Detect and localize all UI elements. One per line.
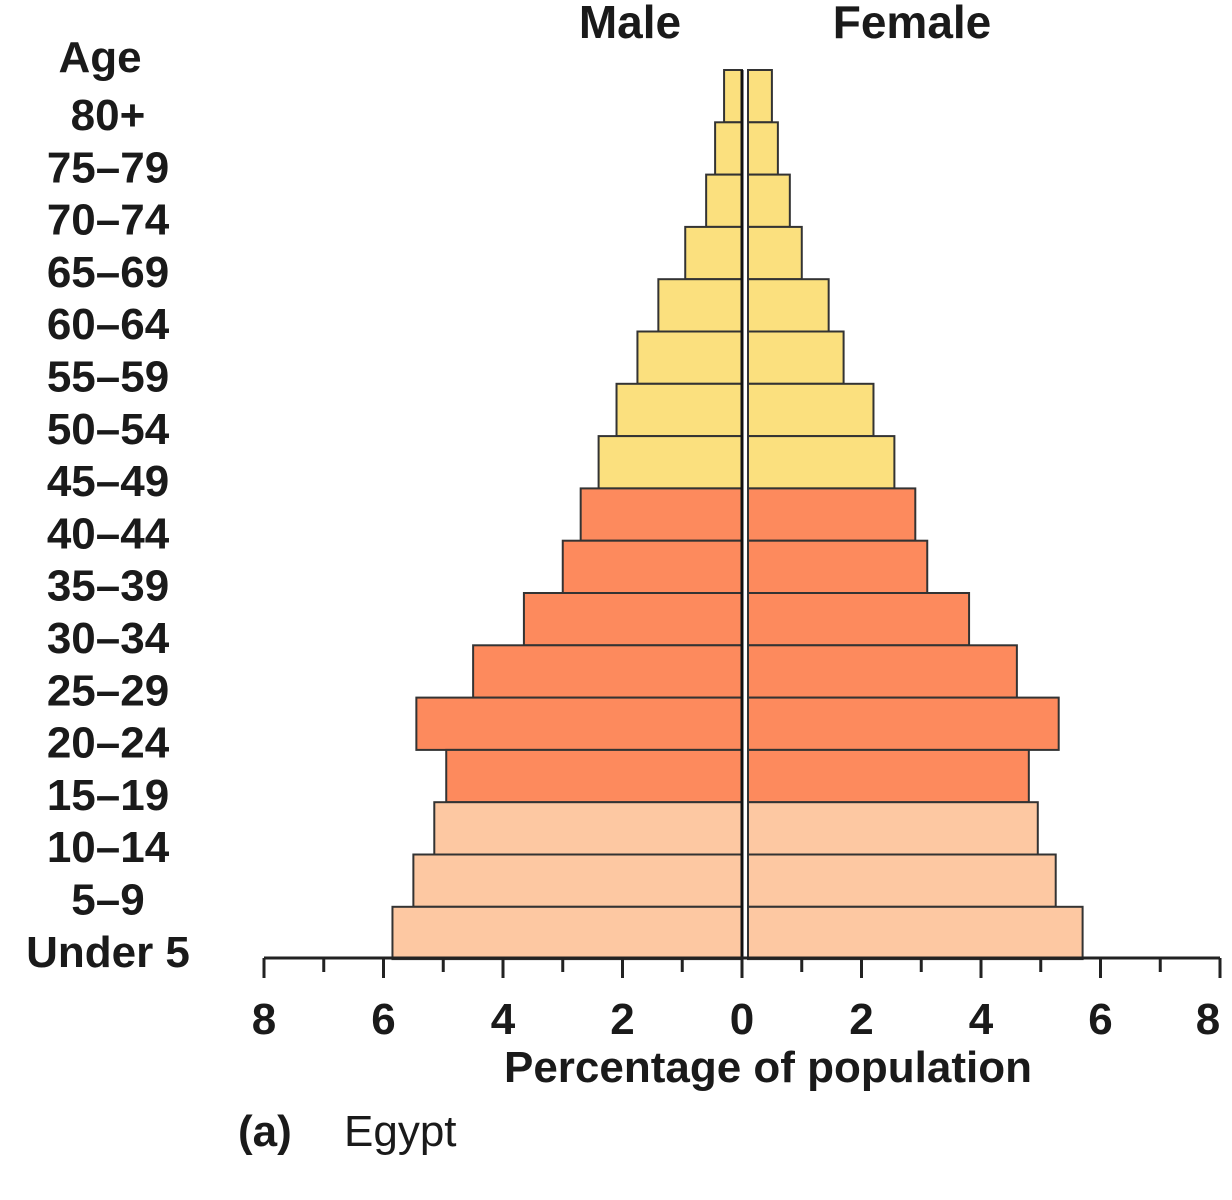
bar-male-80 [723,69,744,124]
age-label-20-24: 20–24 [47,719,170,768]
bar-group [391,69,1084,961]
x-axis-ticks: 8 6 4 2 0 2 4 6 8 [252,958,1222,1044]
age-label-45-49: 45–49 [47,457,169,506]
bar-female-5-9 [747,853,1057,908]
age-label-under-5: Under 5 [26,928,190,977]
bar-female-35-39 [747,539,929,595]
age-label-65-69: 65–69 [47,248,169,297]
age-label-40-44: 40–44 [47,509,170,558]
bar-male-45-49 [597,435,743,490]
bar-male-30-34 [522,592,743,647]
legend-male: Male [579,0,681,48]
age-label-5-9: 5–9 [71,876,144,925]
age-label-15-19: 15–19 [47,771,169,820]
age-label-80: 80+ [71,91,146,140]
age-label-50-54: 50–54 [47,405,170,454]
bar-male-40-44 [579,487,743,542]
bar-male-65-69 [684,225,743,281]
bar-male-5-9 [412,853,743,908]
bar-female-50-54 [747,382,875,438]
bar-female-45-49 [747,435,896,490]
bar-female-65-69 [747,225,803,281]
bar-male-35-39 [561,539,743,595]
age-labels: 80+75–7970–7465–6960–6455–5950–5445–4940… [26,91,190,977]
bar-male-55-59 [636,330,743,385]
bar-female-15-19 [747,748,1030,804]
age-header: Age [58,33,141,82]
caption-letter: (a) [238,1107,292,1156]
x-tick-label: 0 [730,995,754,1044]
age-label-30-34: 30–34 [47,614,170,663]
age-label-55-59: 55–59 [47,353,169,402]
bar-female-55-59 [747,330,845,385]
bar-male-20-24 [415,696,743,751]
bar-female-20-24 [747,696,1060,751]
age-label-10-14: 10–14 [47,823,170,872]
age-label-70-74: 70–74 [47,196,170,245]
bar-male-60-64 [657,278,743,333]
bar-female-60-64 [747,278,830,333]
age-label-35-39: 35–39 [47,562,169,611]
legend-female: Female [833,0,992,48]
x-tick-label: 6 [371,995,395,1044]
x-tick-label: 4 [969,995,994,1044]
bar-female-40-44 [747,487,917,542]
bar-female-30-34 [747,592,971,647]
age-label-75-79: 75–79 [47,143,169,192]
bar-male-75-79 [714,121,743,176]
bar-male-70-74 [705,173,744,228]
bar-female-10-14 [747,801,1039,856]
x-axis-label: Percentage of population [504,1043,1032,1092]
age-label-60-64: 60–64 [47,300,170,349]
x-tick-label: 8 [252,995,276,1044]
age-label-25-29: 25–29 [47,666,169,715]
x-tick-label: 6 [1088,995,1112,1044]
x-tick-label: 4 [491,995,516,1044]
x-tick-label: 8 [1196,995,1220,1044]
bar-female-under-5 [747,905,1084,961]
bar-female-80 [747,69,773,124]
bar-male-50-54 [615,382,744,438]
caption-country: Egypt [344,1107,457,1156]
bar-male-under-5 [391,905,743,961]
bar-male-10-14 [433,801,743,856]
x-tick-label: 2 [610,995,634,1044]
bar-female-75-79 [747,121,779,176]
bar-male-15-19 [445,748,743,804]
bar-female-25-29 [747,644,1018,699]
x-tick-label: 2 [849,995,873,1044]
bar-male-25-29 [472,644,743,699]
bar-female-70-74 [747,173,791,228]
